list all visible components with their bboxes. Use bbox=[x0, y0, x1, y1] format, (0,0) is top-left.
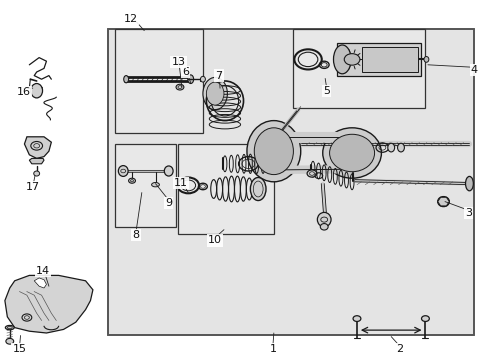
Circle shape bbox=[344, 54, 359, 65]
Text: 15: 15 bbox=[13, 344, 26, 354]
Text: 17: 17 bbox=[26, 182, 40, 192]
Ellipse shape bbox=[187, 75, 193, 84]
Polygon shape bbox=[5, 275, 93, 333]
Text: 4: 4 bbox=[470, 65, 477, 75]
Text: 11: 11 bbox=[174, 178, 187, 188]
Text: 8: 8 bbox=[132, 230, 139, 240]
Circle shape bbox=[6, 338, 14, 344]
Ellipse shape bbox=[322, 128, 381, 178]
Text: 5: 5 bbox=[323, 86, 329, 96]
Text: 9: 9 bbox=[165, 198, 172, 208]
Ellipse shape bbox=[5, 325, 14, 330]
Bar bbox=[107, 29, 473, 335]
Ellipse shape bbox=[203, 77, 227, 110]
Circle shape bbox=[176, 84, 183, 90]
Bar bbox=[178, 144, 273, 234]
Text: 16: 16 bbox=[17, 87, 30, 97]
Ellipse shape bbox=[397, 143, 404, 152]
Ellipse shape bbox=[164, 166, 173, 176]
Text: 3: 3 bbox=[464, 208, 471, 218]
Text: 2: 2 bbox=[396, 344, 403, 354]
Bar bbox=[361, 47, 417, 72]
Text: 7: 7 bbox=[215, 71, 222, 81]
Text: 13: 13 bbox=[171, 57, 185, 67]
Ellipse shape bbox=[329, 134, 374, 172]
Ellipse shape bbox=[151, 183, 159, 187]
Text: 6: 6 bbox=[182, 67, 189, 77]
Polygon shape bbox=[24, 137, 51, 158]
Bar bbox=[337, 43, 420, 76]
Text: 1: 1 bbox=[269, 344, 276, 354]
Ellipse shape bbox=[320, 224, 327, 230]
Ellipse shape bbox=[387, 143, 394, 152]
Ellipse shape bbox=[200, 76, 205, 82]
Bar bbox=[115, 29, 203, 133]
Circle shape bbox=[128, 178, 135, 183]
Circle shape bbox=[352, 316, 360, 321]
Ellipse shape bbox=[123, 76, 128, 83]
Text: 12: 12 bbox=[124, 14, 138, 24]
Ellipse shape bbox=[250, 177, 265, 201]
Ellipse shape bbox=[317, 212, 330, 227]
Ellipse shape bbox=[423, 57, 428, 62]
Ellipse shape bbox=[437, 197, 448, 207]
Bar bbox=[293, 29, 425, 108]
Ellipse shape bbox=[31, 84, 42, 98]
Ellipse shape bbox=[118, 166, 128, 176]
Ellipse shape bbox=[333, 45, 350, 74]
Text: 10: 10 bbox=[208, 235, 222, 246]
Ellipse shape bbox=[465, 176, 472, 191]
Ellipse shape bbox=[254, 128, 293, 175]
Ellipse shape bbox=[34, 171, 40, 176]
Bar bbox=[115, 144, 176, 227]
Ellipse shape bbox=[206, 82, 224, 105]
Polygon shape bbox=[29, 158, 44, 164]
Ellipse shape bbox=[246, 121, 300, 182]
Circle shape bbox=[421, 316, 428, 321]
Bar bbox=[107, 29, 473, 335]
Text: 14: 14 bbox=[36, 266, 50, 276]
Polygon shape bbox=[437, 197, 448, 206]
Polygon shape bbox=[34, 278, 46, 288]
Circle shape bbox=[306, 170, 316, 177]
